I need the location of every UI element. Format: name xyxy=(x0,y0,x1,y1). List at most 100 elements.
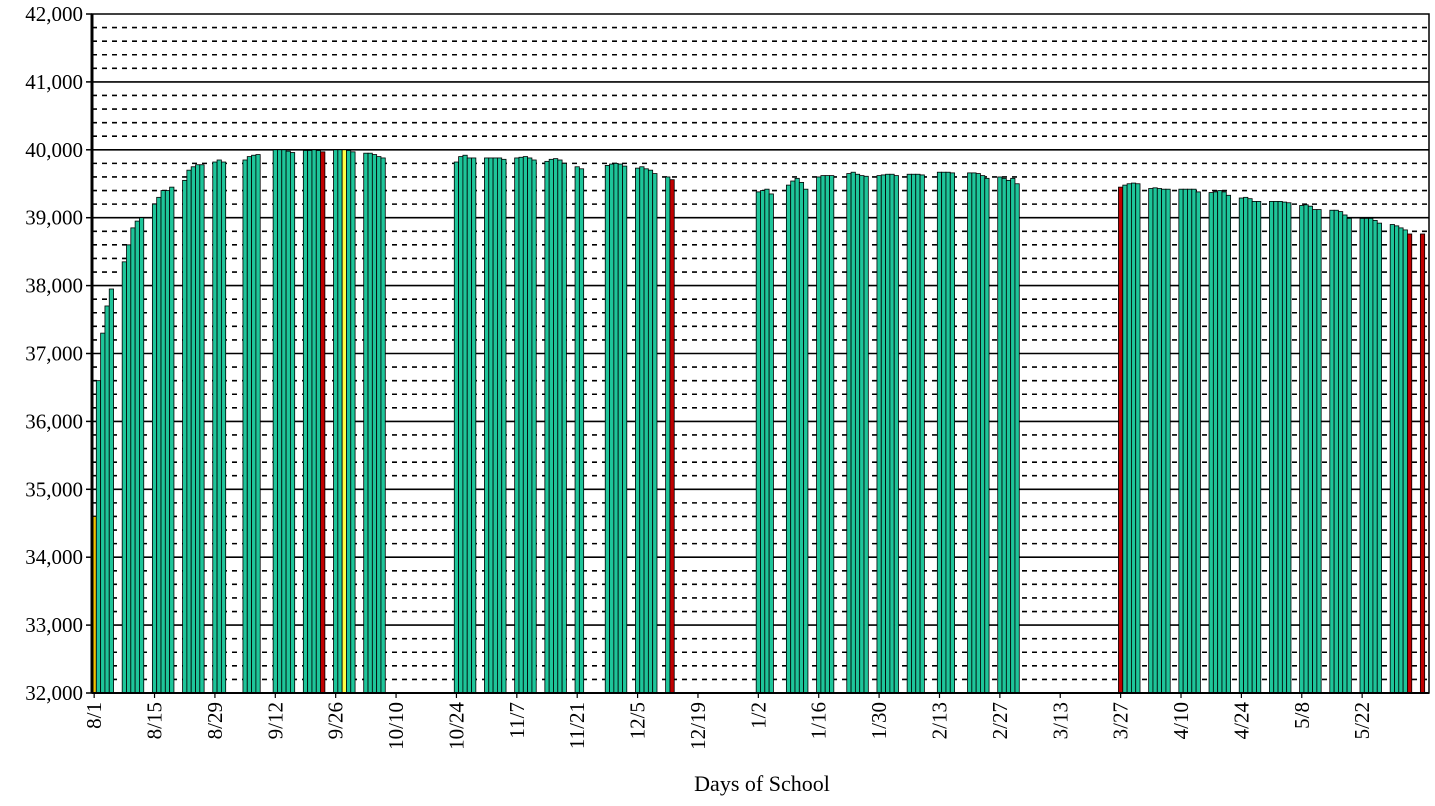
bar xyxy=(363,152,369,694)
bar xyxy=(1419,233,1426,694)
bar xyxy=(302,150,309,694)
y-tick-label: 33,000 xyxy=(25,613,83,637)
bar xyxy=(337,149,343,694)
bar xyxy=(1394,225,1400,694)
x-tick-label: 12/5 xyxy=(626,702,650,739)
bar xyxy=(553,158,559,694)
bar xyxy=(242,159,248,694)
bar xyxy=(885,173,891,694)
bar xyxy=(945,171,951,694)
bar xyxy=(1182,188,1188,694)
bar xyxy=(160,190,166,694)
bar xyxy=(1005,179,1012,694)
x-tick-label: 10/24 xyxy=(444,702,468,750)
y-tick-label: 35,000 xyxy=(25,477,83,501)
bar xyxy=(794,177,800,694)
bar xyxy=(1148,188,1154,694)
bar xyxy=(139,217,145,694)
bar xyxy=(1363,217,1370,694)
bar xyxy=(652,173,658,694)
bar xyxy=(764,188,770,694)
bar xyxy=(121,261,127,694)
bar xyxy=(854,173,861,694)
bar xyxy=(967,172,973,694)
bar xyxy=(1277,200,1283,694)
bar xyxy=(130,227,136,694)
bar xyxy=(1131,182,1137,694)
bar xyxy=(522,156,528,694)
bar xyxy=(1118,186,1124,694)
bar xyxy=(199,164,205,694)
bar xyxy=(151,203,158,694)
bar xyxy=(471,157,477,694)
bar xyxy=(824,175,830,694)
bar xyxy=(768,193,774,694)
bar xyxy=(639,166,645,694)
bar xyxy=(1376,222,1382,694)
bar xyxy=(643,168,649,694)
bar xyxy=(1217,190,1223,694)
y-axis-tick-labels: 32,000 33,000 34,000 35,000 36,000 37,000 38,0… xyxy=(25,2,92,705)
x-tick-label: 3/27 xyxy=(1109,702,1133,739)
bar xyxy=(195,164,201,694)
x-tick-label: 5/22 xyxy=(1350,702,1374,739)
bar xyxy=(574,166,580,694)
bar xyxy=(492,157,498,694)
bar xyxy=(919,174,925,694)
x-tick-label: 8/15 xyxy=(143,702,167,739)
y-tick-label: 42,000 xyxy=(25,2,83,26)
bar xyxy=(380,157,386,694)
x-tick-label: 11/7 xyxy=(505,702,529,739)
x-axis-title: Days of School xyxy=(694,771,830,796)
bar xyxy=(557,159,563,694)
bar xyxy=(941,171,947,694)
y-tick-label: 36,000 xyxy=(25,409,83,433)
bar xyxy=(376,156,382,694)
bar xyxy=(1187,188,1193,694)
bar xyxy=(1303,204,1309,694)
bar xyxy=(315,150,321,694)
bar xyxy=(997,176,1003,694)
bar xyxy=(850,171,856,694)
bar xyxy=(578,168,585,694)
bar xyxy=(346,150,352,694)
bar xyxy=(876,175,882,694)
bar xyxy=(635,167,641,694)
bar xyxy=(285,150,291,694)
bar xyxy=(617,163,623,694)
x-tick-label: 1/2 xyxy=(746,702,770,729)
bar xyxy=(790,180,796,694)
bar xyxy=(134,220,140,694)
bar xyxy=(1122,184,1128,694)
bar xyxy=(527,157,533,694)
bar xyxy=(1299,205,1305,694)
bar xyxy=(1156,188,1163,694)
y-tick-label: 32,000 xyxy=(25,681,83,705)
bar xyxy=(915,173,921,694)
bar xyxy=(341,149,347,694)
bar xyxy=(251,154,257,694)
bar xyxy=(458,156,464,694)
bar xyxy=(1225,194,1232,694)
x-tick-label: 1/16 xyxy=(807,702,831,739)
bar xyxy=(1342,214,1348,694)
bar xyxy=(647,169,654,694)
bar xyxy=(669,179,675,694)
bar xyxy=(488,157,494,694)
x-tick-label: 11/21 xyxy=(565,702,589,749)
y-tick-label: 39,000 xyxy=(25,206,83,230)
bar xyxy=(108,288,114,694)
x-axis-tick-labels: 8/1 8/15 8/29 9/12 9/26 10/10 10/24 11/7 11/21 12… xyxy=(82,693,1374,750)
bar xyxy=(1312,209,1318,694)
bar xyxy=(548,158,554,694)
bar xyxy=(126,244,132,694)
x-tick-label: 8/29 xyxy=(203,702,227,739)
bar xyxy=(1286,202,1292,694)
x-tick-label: 5/8 xyxy=(1290,702,1314,729)
bar xyxy=(1161,188,1167,694)
y-tick-label: 37,000 xyxy=(25,342,83,366)
bar xyxy=(1178,188,1184,694)
bar xyxy=(514,157,520,694)
bar xyxy=(1208,192,1214,694)
bar xyxy=(880,174,886,694)
